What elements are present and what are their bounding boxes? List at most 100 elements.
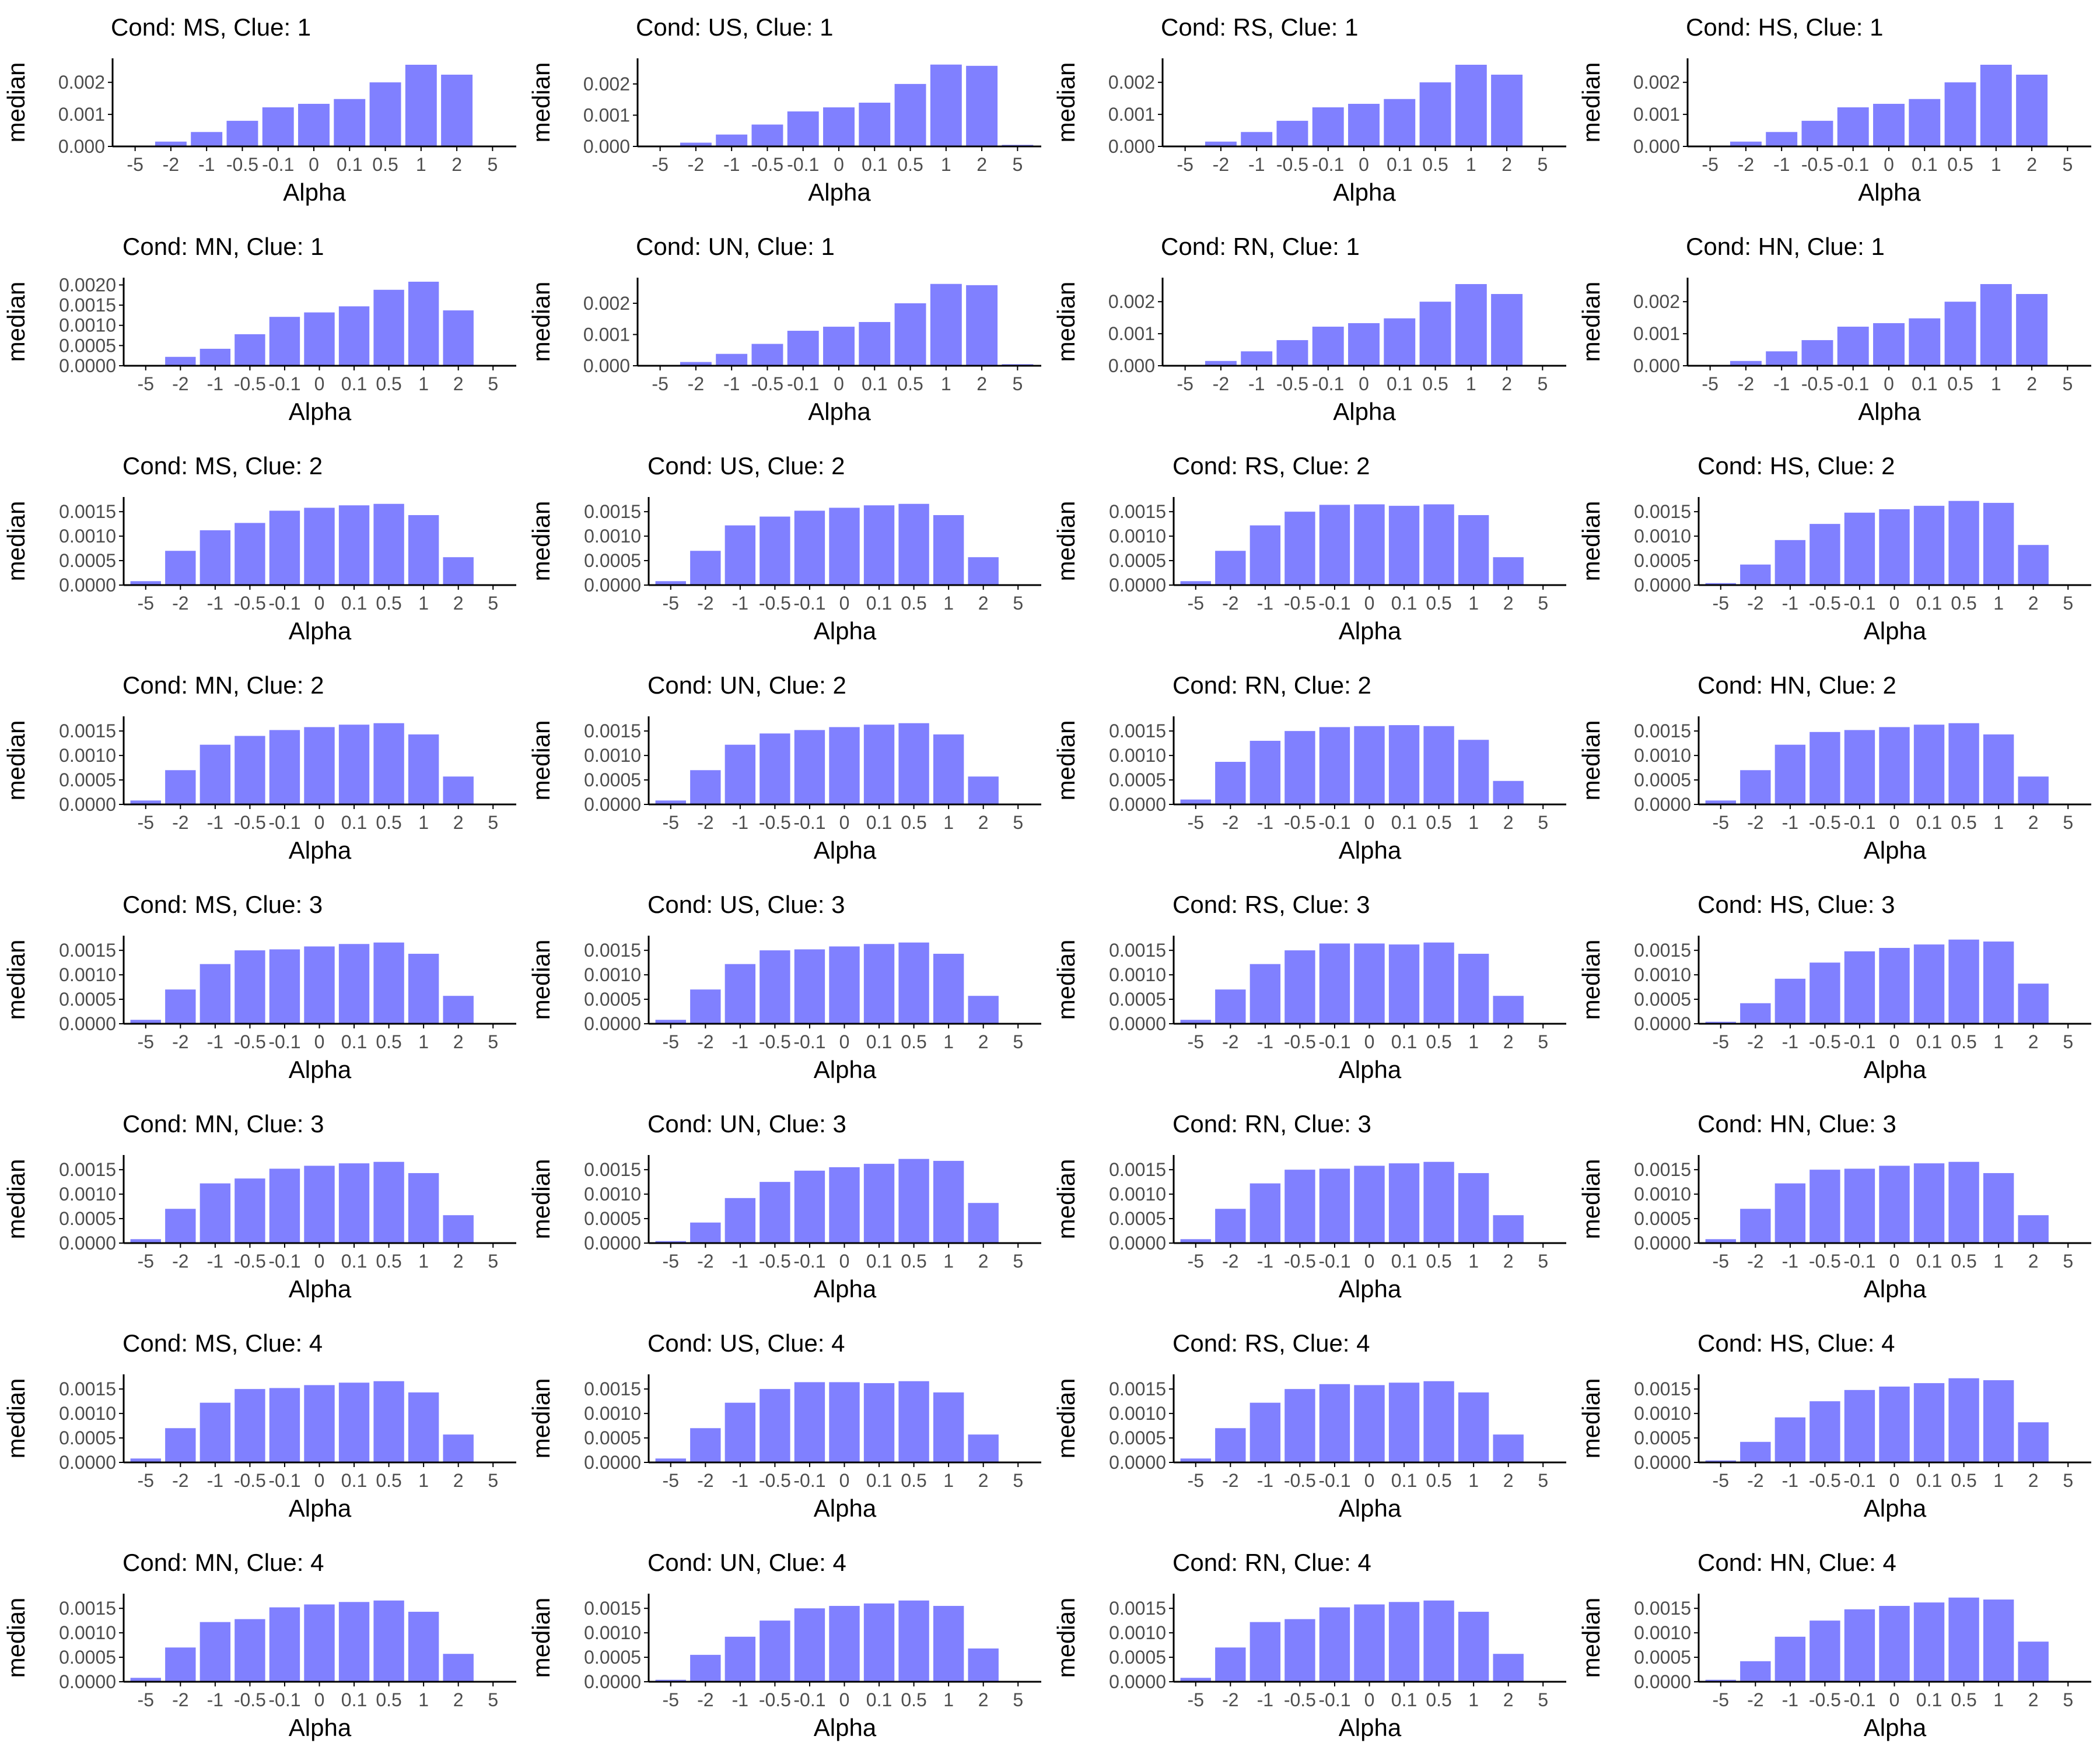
bar — [655, 581, 686, 585]
y-tick-label: 0.0015 — [59, 501, 116, 522]
bar — [1810, 1620, 1840, 1682]
bar — [1837, 107, 1869, 146]
x-tick-label: -0.1 — [793, 812, 825, 833]
bar — [1284, 1389, 1315, 1462]
y-axis-title: median — [527, 501, 555, 582]
x-tick-label: -1 — [207, 1251, 223, 1272]
bar — [690, 1222, 721, 1243]
y-tick-label: 0.0010 — [584, 1622, 641, 1643]
x-axis-title: Alpha — [1339, 1275, 1402, 1303]
bar — [1180, 581, 1211, 585]
y-tick-label: 0.0015 — [1109, 1159, 1166, 1180]
x-tick-label: -2 — [697, 1031, 713, 1052]
x-tick-label: -1 — [207, 1689, 223, 1710]
y-tick-label: 0.0015 — [1109, 720, 1166, 741]
bar — [1215, 989, 1246, 1024]
x-axis-title: Alpha — [289, 836, 352, 864]
bar — [863, 505, 895, 585]
x-tick-label: 0.1 — [866, 812, 892, 833]
x-axis-title: Alpha — [1864, 1714, 1927, 1741]
x-tick-label: -5 — [1177, 373, 1193, 394]
x-axis-title: Alpha — [1864, 617, 1927, 645]
bar — [1276, 121, 1308, 146]
bar — [1980, 64, 2012, 147]
x-axis-title: Alpha — [1864, 1494, 1927, 1522]
x-tick-label: -5 — [663, 593, 679, 614]
bar — [1458, 1612, 1489, 1682]
bar — [235, 523, 265, 585]
x-axis-title: Alpha — [1339, 617, 1402, 645]
bar — [1844, 730, 1875, 804]
bar — [1241, 351, 1273, 366]
bar — [1319, 943, 1350, 1024]
x-tick-label: 5 — [488, 1689, 498, 1710]
y-tick-label: 0.0000 — [1634, 794, 1691, 815]
bar — [1180, 1458, 1211, 1462]
bar — [1740, 1441, 1771, 1462]
bar — [165, 1428, 196, 1462]
bar — [1844, 951, 1875, 1024]
x-tick-label: -0.5 — [751, 373, 783, 394]
x-tick-label: -0.1 — [1837, 154, 1869, 175]
bar — [1455, 64, 1487, 147]
x-tick-label: -0.5 — [1276, 373, 1308, 394]
x-tick-label: -5 — [663, 1031, 679, 1052]
x-tick-label: -1 — [207, 373, 223, 394]
y-tick-label: 0.0015 — [584, 1598, 641, 1619]
x-axis-title: Alpha — [814, 836, 877, 864]
bar — [933, 1392, 964, 1462]
y-axis-title: median — [1577, 501, 1605, 582]
bar — [200, 530, 231, 585]
bar — [968, 1203, 999, 1243]
bar — [1319, 1607, 1350, 1682]
bar — [165, 1647, 196, 1682]
chart-panel: Cond: MN, Clue: 3 median 0.0000 0.0005 0.001… — [2, 1110, 516, 1303]
bar — [968, 557, 999, 585]
bar — [408, 515, 439, 585]
x-axis-title: Alpha — [1333, 398, 1396, 425]
x-tick-label: -0.5 — [226, 154, 258, 175]
bar — [235, 1178, 265, 1243]
x-tick-label: -1 — [198, 154, 215, 175]
x-tick-label: 1 — [1993, 1031, 2004, 1052]
bar — [373, 1161, 404, 1243]
bar — [724, 525, 756, 585]
x-tick-label: -1 — [732, 593, 748, 614]
x-tick-label: 1 — [1468, 1031, 1479, 1052]
bar — [760, 1620, 790, 1682]
x-tick-label: 0 — [314, 1031, 325, 1052]
chart-panel: Cond: UN, Clue: 1 median 0.000 0.001 0.002 -5… — [527, 233, 1041, 425]
chart-title: Cond: MS, Clue: 1 — [111, 13, 311, 41]
bar — [794, 730, 825, 804]
bar — [968, 1648, 999, 1682]
y-tick-label: 0.002 — [1633, 72, 1680, 93]
bar — [2018, 1215, 2049, 1243]
x-tick-label: -0.5 — [1276, 154, 1308, 175]
y-tick-label: 0.0005 — [59, 769, 116, 790]
bar — [1180, 799, 1211, 804]
x-tick-label: -5 — [127, 154, 143, 175]
bar — [1948, 501, 1979, 585]
x-tick-label: 2 — [453, 812, 464, 833]
x-tick-label: 0 — [1364, 1470, 1375, 1491]
x-axis-title: Alpha — [1339, 1056, 1402, 1083]
bar — [443, 1434, 474, 1462]
x-tick-label: 0 — [839, 1031, 850, 1052]
x-tick-label: 2 — [2028, 812, 2039, 833]
x-tick-label: 0.5 — [901, 1031, 926, 1052]
bar — [1455, 284, 1487, 366]
bar — [794, 949, 825, 1024]
bar — [794, 510, 825, 585]
x-tick-label: 1 — [1468, 1470, 1479, 1491]
x-tick-label: 1 — [1993, 1470, 2004, 1491]
x-tick-label: 2 — [453, 1689, 464, 1710]
bar — [1276, 340, 1308, 366]
x-tick-label: -1 — [732, 1470, 748, 1491]
x-tick-label: 2 — [978, 593, 989, 614]
bar — [130, 581, 161, 585]
bar — [968, 996, 999, 1024]
chart-title: Cond: RN, Clue: 3 — [1172, 1110, 1371, 1138]
x-tick-label: 2 — [452, 154, 462, 175]
x-tick-label: 0.5 — [1426, 1470, 1451, 1491]
x-axis-title: Alpha — [1864, 1275, 1927, 1303]
